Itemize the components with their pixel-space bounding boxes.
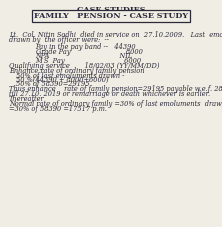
Text: 50% of 58390=29195: 50% of 58390=29195 bbox=[16, 80, 89, 88]
Text: CASE STUDIES: CASE STUDIES bbox=[77, 5, 145, 14]
Text: Enhance rate of ordinary family pension: Enhance rate of ordinary family pension bbox=[9, 67, 144, 75]
Text: Normal rate of ordinary family =30% of last emoluments  drawn: Normal rate of ordinary family =30% of l… bbox=[9, 100, 222, 109]
Text: drawn by  the officer were:  --: drawn by the officer were: -- bbox=[9, 36, 109, 44]
Text: Pay in the pay band --   44390: Pay in the pay band -- 44390 bbox=[36, 43, 136, 51]
Text: FAMILY   PENSION - CASE STUDY: FAMILY PENSION - CASE STUDY bbox=[34, 12, 188, 20]
Text: M S  Pay                            6000: M S Pay 6000 bbox=[36, 57, 142, 65]
Text: till 27.10. 2019 or remarriage or death whichever is earlier.: till 27.10. 2019 or remarriage or death … bbox=[9, 89, 210, 98]
Text: Qualifying service       18/02/03 (YY/MM/DD): Qualifying service 18/02/03 (YY/MM/DD) bbox=[9, 62, 159, 70]
Text: NPA                                 NIL: NPA NIL bbox=[36, 52, 133, 60]
Text: Grade Pay                          8000: Grade Pay 8000 bbox=[36, 47, 142, 56]
Text: Thereafter: Thereafter bbox=[9, 95, 44, 104]
Text: 50 %(44390 + 8000+6000): 50 %(44390 + 8000+6000) bbox=[16, 76, 108, 84]
Text: 50% of last emoluments drawn -: 50% of last emoluments drawn - bbox=[16, 72, 124, 80]
Text: Thus enhance    rate of family pension=29195 payable w.e.f. 28.10.2009: Thus enhance rate of family pension=2919… bbox=[9, 85, 222, 94]
Text: Lt.  Col. Nitin Sodhi  died in service on  27.10.2009.   Last  emoluments: Lt. Col. Nitin Sodhi died in service on … bbox=[9, 31, 222, 39]
Text: =30% of 58390 =17517 p.m.: =30% of 58390 =17517 p.m. bbox=[9, 105, 107, 113]
